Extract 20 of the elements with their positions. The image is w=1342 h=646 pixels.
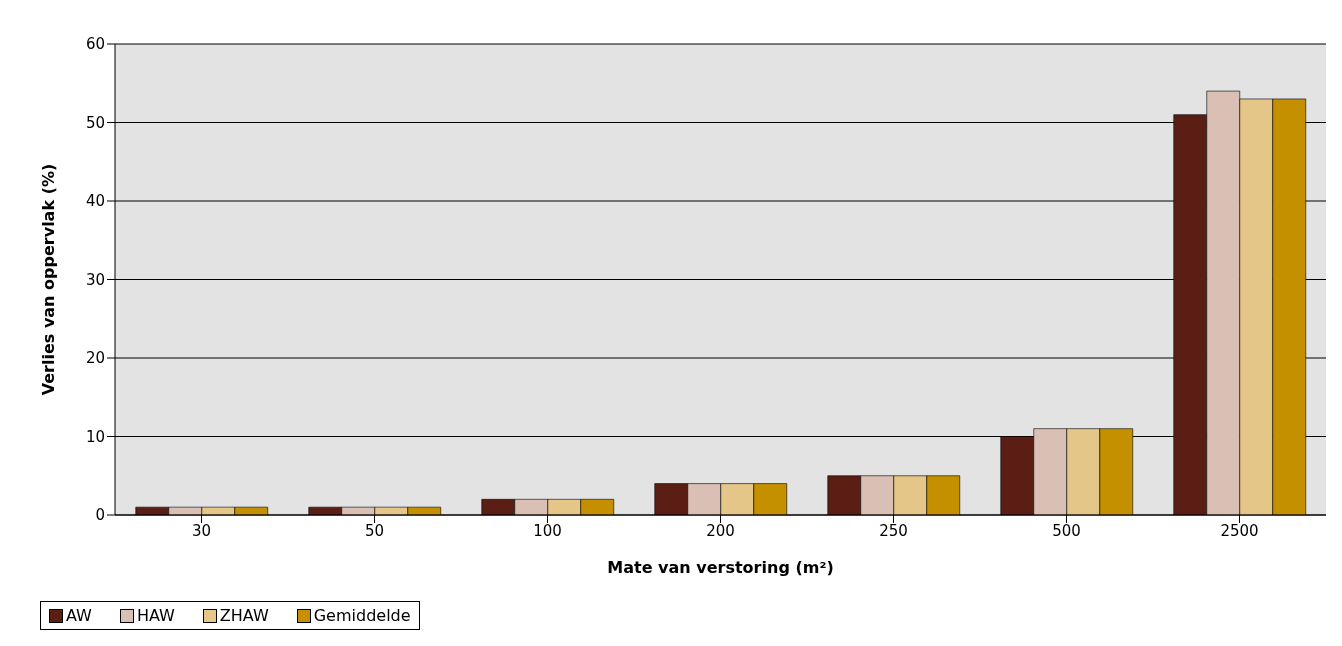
x-tick-label: 200 <box>706 521 735 540</box>
y-tick-label: 0 <box>95 506 105 525</box>
legend-label: AW <box>66 606 92 625</box>
x-tick-label: 100 <box>533 521 562 540</box>
x-tick-label: 50 <box>364 521 385 540</box>
y-tick-label: 40 <box>85 192 105 211</box>
x-tick-label: 250 <box>879 521 908 540</box>
y-tick-label: 60 <box>85 35 105 54</box>
x-tick-label: 500 <box>1052 521 1081 540</box>
legend-label: Gemiddelde <box>313 606 411 625</box>
x-axis-title: Mate van verstoring (m²) <box>607 558 834 577</box>
legend-label: HAW <box>136 606 175 625</box>
x-tick-label: 30 <box>191 521 212 540</box>
legend-label: ZHAW <box>219 606 269 625</box>
y-axis-title: Verlies van oppervlak (%) <box>38 163 58 396</box>
x-tick-label: 2500 <box>1220 521 1259 540</box>
y-tick-label: 30 <box>85 270 105 289</box>
y-tick-label: 20 <box>85 349 105 368</box>
y-tick-label: 10 <box>85 427 105 446</box>
y-tick-label: 50 <box>85 113 105 132</box>
